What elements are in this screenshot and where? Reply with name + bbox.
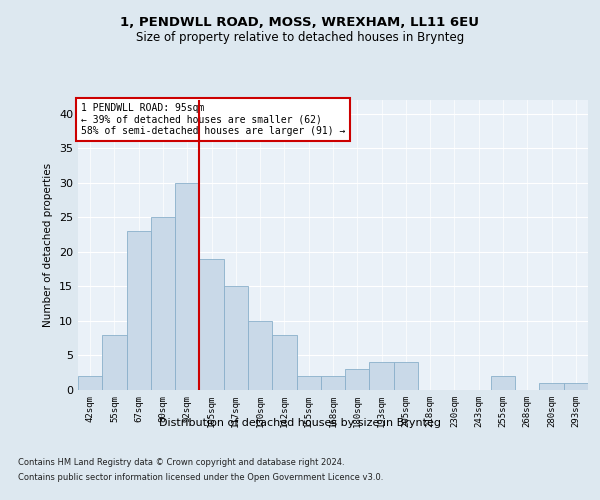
Bar [345, 370, 370, 390]
Bar [78, 376, 102, 390]
Text: 1 PENDWLL ROAD: 95sqm
← 39% of detached houses are smaller (62)
58% of semi-deta: 1 PENDWLL ROAD: 95sqm ← 39% of detached … [80, 103, 345, 136]
Bar [199, 259, 224, 390]
Bar [296, 376, 321, 390]
Text: Contains public sector information licensed under the Open Government Licence v3: Contains public sector information licen… [18, 473, 383, 482]
Y-axis label: Number of detached properties: Number of detached properties [43, 163, 53, 327]
Bar [321, 376, 345, 390]
Bar [370, 362, 394, 390]
Bar [224, 286, 248, 390]
Bar [272, 335, 296, 390]
Bar [394, 362, 418, 390]
Bar [151, 218, 175, 390]
Bar [127, 231, 151, 390]
Text: Size of property relative to detached houses in Brynteg: Size of property relative to detached ho… [136, 31, 464, 44]
Bar [564, 383, 588, 390]
Text: Contains HM Land Registry data © Crown copyright and database right 2024.: Contains HM Land Registry data © Crown c… [18, 458, 344, 467]
Text: 1, PENDWLL ROAD, MOSS, WREXHAM, LL11 6EU: 1, PENDWLL ROAD, MOSS, WREXHAM, LL11 6EU [121, 16, 479, 29]
Text: Distribution of detached houses by size in Brynteg: Distribution of detached houses by size … [159, 418, 441, 428]
Bar [248, 321, 272, 390]
Bar [491, 376, 515, 390]
Bar [175, 183, 199, 390]
Bar [539, 383, 564, 390]
Bar [102, 335, 127, 390]
